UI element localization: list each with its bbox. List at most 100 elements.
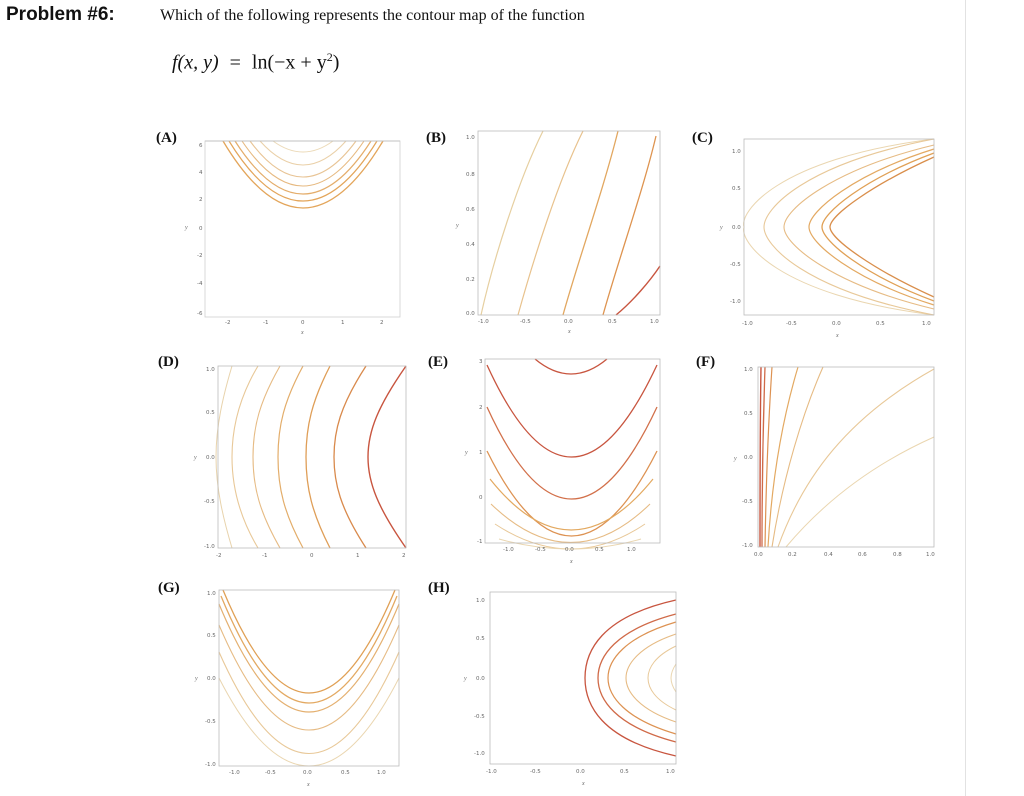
y-tick: 2 <box>479 405 483 411</box>
contour-line <box>220 595 398 704</box>
option-c-label[interactable]: (C) <box>692 130 713 146</box>
contour-line <box>259 140 347 166</box>
y-axis-label: y <box>455 223 459 229</box>
contour-line <box>767 366 799 548</box>
x-tick: 1.0 <box>666 769 675 775</box>
contours-d <box>215 365 407 549</box>
x-tick: -0.5 <box>535 547 546 553</box>
y-tick: 0.6 <box>466 207 475 213</box>
contour-line <box>486 406 658 500</box>
plot-frame <box>484 358 661 544</box>
x-axis-label: x <box>569 559 573 565</box>
contour-line <box>517 130 584 316</box>
contour-plot-g[interactable]: -1.0 -0.5 0.0 0.5 1.0 1.0 0.5 0.0 -0.5 -… <box>194 589 400 788</box>
contour-line <box>562 130 619 316</box>
y-axis-label: y <box>733 456 737 462</box>
problem-title: Problem #6: <box>6 4 115 25</box>
x-tick: -0.5 <box>786 321 797 327</box>
x-tick: 0.5 <box>595 547 604 553</box>
contour-line <box>486 364 658 458</box>
x-tick: 0.0 <box>576 769 585 775</box>
contour-plot-a[interactable]: -2 -1 0 1 2 6 4 2 0 -2 -4 -6 x y <box>184 140 401 336</box>
y-tick: 0 <box>479 495 483 501</box>
y-tick: -1.0 <box>730 299 741 305</box>
x-tick: 1.0 <box>922 321 931 327</box>
y-tick: 0.0 <box>207 676 216 682</box>
x-tick: 1 <box>341 320 345 326</box>
y-axis-label: y <box>464 450 468 456</box>
contours-f <box>759 366 935 548</box>
y-tick: 1.0 <box>207 591 216 597</box>
contour-line <box>615 265 661 316</box>
y-tick: 3 <box>479 359 483 365</box>
contour-line <box>607 621 677 735</box>
option-a-label[interactable]: (A) <box>156 130 177 146</box>
option-e-label[interactable]: (E) <box>428 354 448 370</box>
contour-line <box>277 365 304 549</box>
x-tick: -2 <box>225 320 230 326</box>
contour-line <box>333 365 367 549</box>
x-tick: 1.0 <box>650 319 659 325</box>
x-tick: -1.0 <box>503 547 514 553</box>
x-tick: 2 <box>402 553 406 559</box>
contour-plot-b[interactable]: -1.0 -0.5 0.0 0.5 1.0 1.0 0.8 0.6 0.4 0.… <box>455 130 661 335</box>
contour-line <box>218 603 400 713</box>
contour-line <box>367 365 407 549</box>
y-tick: 1 <box>479 450 483 456</box>
option-b-label[interactable]: (B) <box>426 130 446 146</box>
x-tick: -2 <box>216 553 221 559</box>
x-tick: 0.5 <box>876 321 885 327</box>
x-tick: 0.4 <box>824 552 833 558</box>
option-h-label[interactable]: (H) <box>428 580 450 596</box>
y-axis-label: y <box>719 225 723 231</box>
contour-line <box>821 152 935 302</box>
y-tick: -1 <box>477 539 482 545</box>
contour-plot-c[interactable]: -1.0 -0.5 0.0 0.5 1.0 1.0 0.5 0.0 -0.5 -… <box>719 138 935 339</box>
plot-frame <box>477 130 661 316</box>
contour-plot-d[interactable]: -2 -1 0 1 2 1.0 0.5 0.0 -0.5 -1.0 y <box>193 365 407 559</box>
y-tick: -1.0 <box>204 544 215 550</box>
page-divider <box>965 0 966 796</box>
y-tick: -0.5 <box>205 719 216 725</box>
option-g-label[interactable]: (G) <box>158 580 180 596</box>
option-f-label[interactable]: (F) <box>696 354 716 370</box>
y-tick: 0.5 <box>207 633 216 639</box>
contour-plot-e[interactable]: -1.0 -0.5 0.0 0.5 1.0 3 2 1 0 -1 x y <box>464 358 661 565</box>
contour-line <box>785 436 935 548</box>
x-tick: 0.6 <box>858 552 867 558</box>
contour-plot-f[interactable]: 0.0 0.2 0.4 0.6 0.8 1.0 1.0 0.5 0.0 -0.5… <box>733 366 935 558</box>
contour-line <box>808 148 935 306</box>
y-tick: -0.5 <box>474 714 485 720</box>
x-tick: 0.8 <box>893 552 902 558</box>
contour-line <box>231 365 259 549</box>
y-tick: 1.0 <box>466 135 475 141</box>
contour-plot-h[interactable]: -1.0 -0.5 0.0 0.5 1.0 1.0 0.5 0.0 -0.5 -… <box>463 591 677 787</box>
x-tick: -0.5 <box>265 770 276 776</box>
x-tick: -1 <box>263 320 268 326</box>
y-tick: 0.5 <box>732 186 741 192</box>
y-tick: 6 <box>199 143 203 149</box>
plot-frame <box>743 138 935 316</box>
function-formula: f(x, y) = ln(−x + y2) <box>172 50 339 75</box>
contour-line <box>480 130 544 316</box>
contour-line <box>218 651 400 754</box>
option-d-label[interactable]: (D) <box>158 354 179 370</box>
x-tick: 0 <box>310 553 314 559</box>
y-tick: 0.2 <box>466 277 475 283</box>
contour-line <box>534 358 608 375</box>
x-tick: 1.0 <box>377 770 386 776</box>
contour-line <box>743 138 935 316</box>
contour-line <box>272 140 334 153</box>
x-tick: -0.5 <box>520 319 531 325</box>
contour-line <box>218 677 400 767</box>
plot-frame <box>217 365 407 549</box>
x-tick: 0.0 <box>565 547 574 553</box>
contour-line <box>771 366 824 548</box>
y-axis-label: y <box>463 676 467 682</box>
y-tick: 0.0 <box>206 455 215 461</box>
plot-frame <box>757 366 935 548</box>
y-axis-label: y <box>184 225 188 231</box>
contours-h <box>584 599 677 757</box>
y-tick: 4 <box>199 170 203 176</box>
x-axis-label: x <box>300 330 304 336</box>
